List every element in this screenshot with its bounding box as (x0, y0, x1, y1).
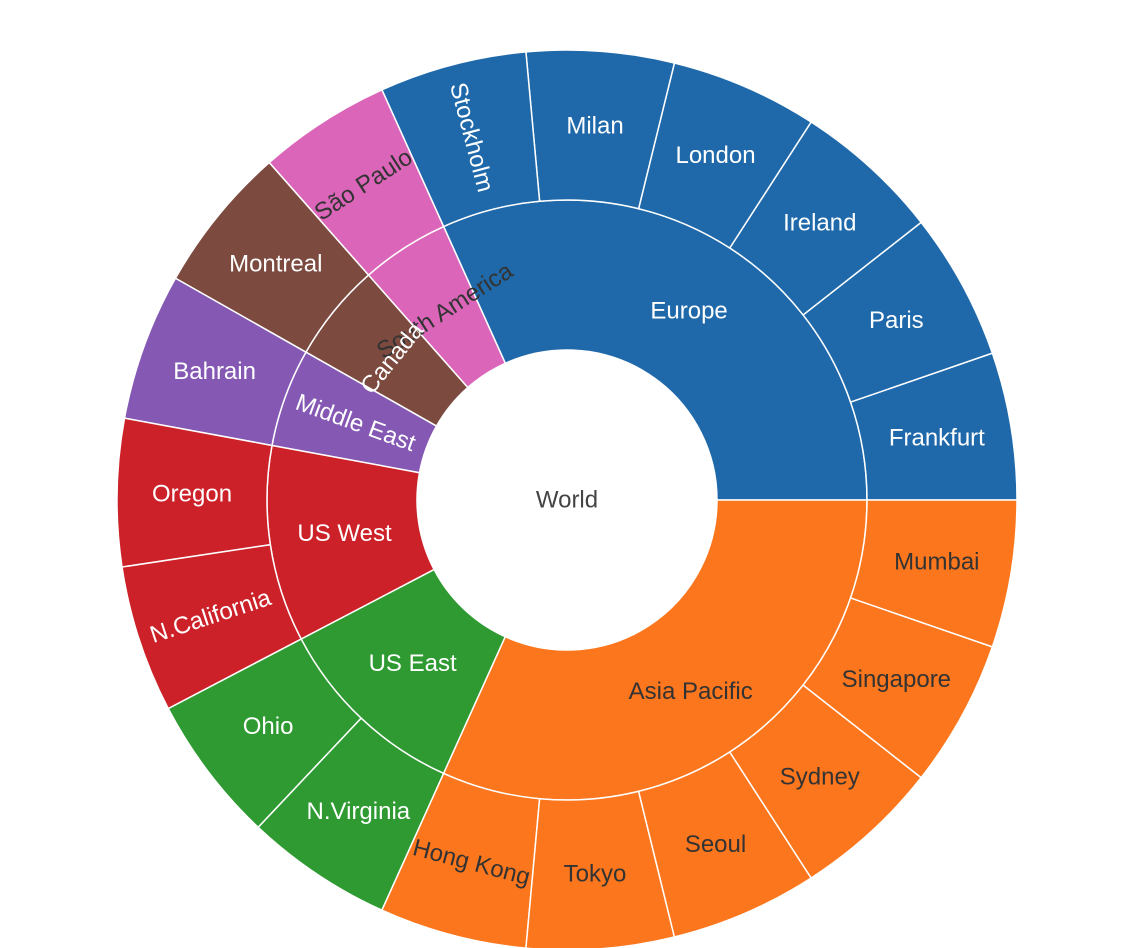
london-label: London (675, 142, 755, 169)
seoul-label: Seoul (685, 831, 746, 858)
montreal-label: Montreal (229, 250, 322, 277)
us-west-label: US West (297, 520, 392, 547)
sydney-label: Sydney (780, 764, 860, 791)
city-segment-hong-kong[interactable] (380, 772, 541, 948)
oregon-label: Oregon (152, 480, 232, 507)
asia-pacific-label: Asia Pacific (629, 678, 753, 705)
bahrain-label: Bahrain (173, 358, 256, 385)
europe-label: Europe (650, 297, 727, 324)
ireland-label: Ireland (783, 209, 856, 236)
city-segment-mumbai[interactable] (849, 499, 1018, 648)
n-virginia-label: N.Virginia (307, 798, 411, 825)
root-label: World (536, 487, 598, 514)
milan-label: Milan (566, 113, 623, 140)
ohio-label: Ohio (243, 713, 294, 740)
us-east-label: US East (369, 650, 457, 677)
mumbai-label: Mumbai (894, 549, 979, 576)
frankfurt-label: Frankfurt (889, 424, 985, 451)
tokyo-label: Tokyo (564, 860, 627, 887)
sunburst-segments (116, 49, 1018, 948)
paris-label: Paris (869, 307, 924, 334)
singapore-label: Singapore (842, 666, 951, 693)
